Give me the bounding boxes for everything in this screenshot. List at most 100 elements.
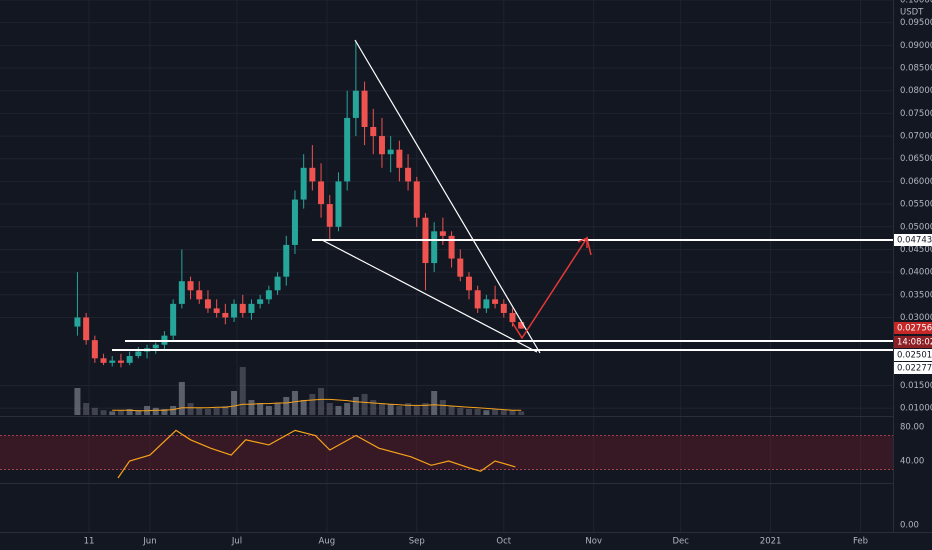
volume-bar	[231, 391, 238, 415]
volume-bar	[300, 400, 307, 415]
volume-ma-line	[112, 398, 522, 412]
grid	[0, 0, 893, 532]
candle-body	[439, 231, 446, 236]
x-tick-label: 2021	[760, 537, 782, 547]
x-tick-label: Dec	[672, 537, 689, 547]
arrow-head	[577, 236, 588, 248]
trend-line	[321, 239, 538, 353]
x-tick-label: Jul	[231, 537, 242, 547]
volume-bar	[335, 406, 342, 415]
candle-body	[152, 344, 159, 349]
rsi-layer	[0, 429, 893, 479]
volume-bar	[248, 400, 255, 415]
candle-body	[222, 312, 229, 318]
y-tick-label: 0.04000	[900, 268, 932, 278]
x-tick-label: Feb	[853, 537, 868, 547]
y-tick-label: 0.05500	[900, 200, 932, 210]
candle-body	[335, 181, 342, 227]
volume-bar	[492, 409, 499, 415]
volume-bar	[483, 410, 490, 415]
volume-layer	[74, 367, 525, 415]
candle-body	[74, 317, 81, 327]
volume-bar	[370, 400, 377, 415]
volume-bar	[178, 382, 185, 415]
price-badge	[894, 349, 932, 361]
drawings	[112, 39, 893, 354]
volume-bar	[500, 410, 507, 415]
y-tick-label: 0.06500	[900, 154, 932, 164]
volume-bar	[283, 397, 290, 415]
y-tick-label: 0.09500	[900, 18, 932, 28]
volume-bar	[109, 411, 116, 415]
x-tick-label: Jun	[142, 537, 156, 547]
volume-bar	[509, 410, 516, 415]
volume-bar	[422, 403, 429, 415]
candle-body	[283, 244, 290, 277]
candle-body	[231, 303, 238, 318]
volume-bar	[518, 411, 525, 415]
price-badge-label: 14:08:02	[897, 338, 932, 348]
y-tick-label: 0.03500	[900, 290, 932, 300]
volume-bar	[170, 406, 177, 415]
candle-body	[126, 356, 133, 363]
candle-body	[474, 290, 481, 309]
volume-bar	[457, 407, 464, 415]
price-badge-label: 0.02277	[897, 364, 932, 374]
candle-body	[257, 299, 264, 304]
volume-bar	[204, 409, 211, 415]
x-tick-label: Sep	[409, 537, 425, 547]
volume-bar	[378, 403, 385, 415]
candle-body	[300, 167, 307, 200]
price-badge	[894, 322, 932, 334]
volume-bar	[413, 406, 420, 415]
candle-body	[413, 181, 420, 218]
candle-body	[170, 303, 177, 336]
rsi-line	[117, 429, 516, 479]
candle-body	[326, 204, 333, 227]
trend-line	[354, 39, 541, 354]
candle-body	[187, 281, 194, 291]
x-tick-label: Oct	[496, 537, 511, 547]
volume-bar	[465, 409, 472, 415]
volume-bar	[152, 407, 159, 415]
volume-bar	[257, 403, 264, 415]
volume-bar	[161, 409, 168, 415]
candle-body	[213, 308, 220, 313]
volume-bar	[74, 388, 81, 415]
lower-pane-tick-label: 0.00	[900, 521, 919, 531]
candle-body	[239, 303, 246, 313]
volume-bar	[352, 397, 359, 415]
price-badge	[894, 234, 932, 246]
candle-body	[361, 90, 368, 127]
volume-bar	[396, 406, 403, 415]
volume-bar	[83, 403, 90, 415]
projection-arrow	[511, 236, 592, 340]
candle-body	[178, 281, 185, 304]
price-badge	[894, 362, 932, 374]
y-tick-label: 0.04500	[900, 245, 932, 255]
volume-bar	[291, 391, 298, 415]
candle-body	[448, 235, 455, 259]
y-tick-label: 0.01000	[900, 404, 932, 414]
candle-body	[492, 299, 499, 304]
candle-body	[274, 276, 281, 291]
volume-bar	[187, 403, 194, 415]
volume-bar	[405, 403, 412, 415]
candle-body	[396, 149, 403, 168]
candle-body	[378, 136, 385, 155]
volume-bar	[135, 410, 142, 415]
y-tick-label: 0.06000	[900, 177, 932, 187]
volume-bar	[361, 394, 368, 415]
price-badge-label: 0.04743	[897, 236, 932, 246]
volume-bar	[318, 388, 325, 415]
candle-body	[248, 303, 255, 313]
volume-bar	[239, 367, 246, 415]
candle-body	[405, 167, 412, 182]
candle-body	[291, 199, 298, 245]
volume-bar	[431, 391, 438, 415]
candle-body	[387, 149, 394, 155]
y-tick-label: 0.01500	[900, 381, 932, 391]
candle-body	[465, 276, 472, 291]
